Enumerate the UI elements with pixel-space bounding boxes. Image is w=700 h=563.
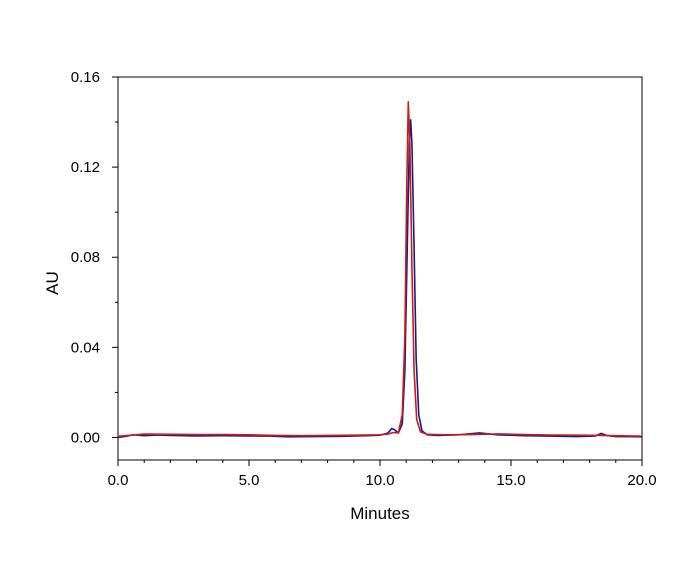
y-tick-label: 0.04 bbox=[71, 339, 100, 356]
series-line-2 bbox=[117, 100, 643, 438]
y-tick-label: 0.00 bbox=[71, 429, 100, 446]
y-axis-title: AU bbox=[43, 271, 62, 295]
x-axis: 0.0 5.0 10.0 15.0 20.0 bbox=[108, 460, 657, 489]
y-tick-label: 0.16 bbox=[71, 69, 100, 86]
x-axis-title: Minutes bbox=[350, 504, 410, 523]
x-tick-label: 10.0 bbox=[365, 472, 394, 489]
y-tick-label: 0.12 bbox=[71, 159, 100, 176]
x-tick-label: 20.0 bbox=[627, 472, 656, 489]
series-layer bbox=[117, 100, 643, 439]
x-tick-label: 0.0 bbox=[108, 472, 129, 489]
y-tick-label: 0.08 bbox=[71, 249, 100, 266]
x-tick-label: 5.0 bbox=[239, 472, 260, 489]
y-axis: 0.00 0.04 0.08 0.12 0.16 bbox=[71, 69, 118, 446]
series-line-1 bbox=[117, 119, 643, 439]
plot-frame bbox=[117, 76, 643, 461]
x-tick-label: 15.0 bbox=[496, 472, 525, 489]
